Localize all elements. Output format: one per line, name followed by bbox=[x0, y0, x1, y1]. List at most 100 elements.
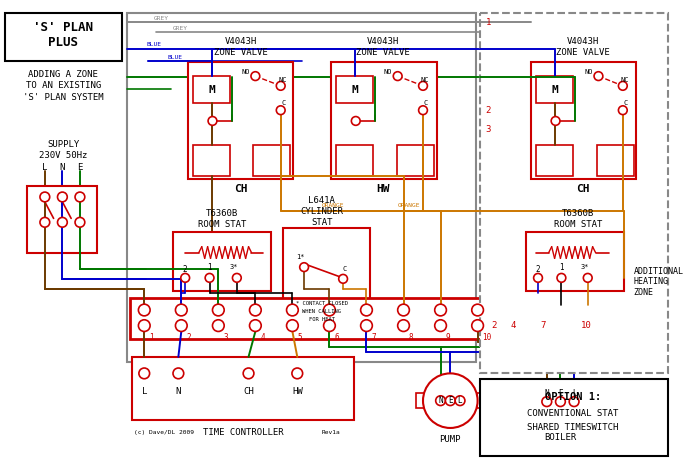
Text: 3: 3 bbox=[485, 125, 491, 134]
Text: 1: 1 bbox=[207, 263, 212, 271]
Text: 1: 1 bbox=[485, 18, 491, 27]
Text: GREY: GREY bbox=[153, 16, 168, 21]
Text: HEATING: HEATING bbox=[633, 277, 669, 286]
Text: 5: 5 bbox=[297, 333, 302, 342]
Bar bbox=[253, 145, 290, 176]
Text: ORANGE: ORANGE bbox=[322, 203, 344, 208]
Bar bbox=[130, 298, 485, 339]
Circle shape bbox=[208, 117, 217, 125]
Text: T6360B: T6360B bbox=[206, 209, 238, 218]
Circle shape bbox=[472, 320, 484, 331]
Circle shape bbox=[175, 320, 187, 331]
Text: 2: 2 bbox=[186, 333, 191, 342]
Circle shape bbox=[243, 368, 254, 379]
Circle shape bbox=[542, 397, 552, 407]
Circle shape bbox=[57, 192, 67, 202]
Bar bbox=[336, 76, 373, 103]
Circle shape bbox=[557, 273, 566, 282]
Circle shape bbox=[173, 368, 184, 379]
Text: PLUS: PLUS bbox=[48, 37, 79, 50]
Bar bbox=[477, 393, 484, 409]
Text: 'S' PLAN: 'S' PLAN bbox=[33, 21, 93, 34]
Text: BLUE: BLUE bbox=[168, 55, 183, 60]
Circle shape bbox=[205, 273, 214, 282]
Text: NC: NC bbox=[620, 77, 629, 83]
Bar bbox=[397, 145, 434, 176]
Text: 8: 8 bbox=[408, 333, 413, 342]
Text: ZONE VALVE: ZONE VALVE bbox=[356, 48, 410, 57]
Circle shape bbox=[40, 192, 50, 202]
Circle shape bbox=[139, 368, 150, 379]
Text: M: M bbox=[551, 85, 558, 95]
Circle shape bbox=[276, 106, 285, 115]
Circle shape bbox=[324, 320, 335, 331]
Text: E: E bbox=[448, 396, 453, 405]
Text: 'S' PLAN SYSTEM: 'S' PLAN SYSTEM bbox=[23, 93, 103, 102]
Text: 7: 7 bbox=[371, 333, 376, 342]
Circle shape bbox=[435, 320, 446, 331]
Circle shape bbox=[419, 81, 427, 90]
Text: BLUE: BLUE bbox=[146, 43, 161, 47]
Text: 9: 9 bbox=[446, 333, 450, 342]
Circle shape bbox=[351, 117, 360, 125]
Bar bbox=[127, 13, 475, 362]
Text: 4: 4 bbox=[511, 321, 516, 330]
Text: 2: 2 bbox=[535, 264, 540, 274]
Text: L: L bbox=[457, 396, 462, 405]
Bar bbox=[283, 228, 371, 336]
Text: V4043H: V4043H bbox=[225, 37, 257, 46]
Text: CYLINDER: CYLINDER bbox=[300, 207, 343, 216]
Circle shape bbox=[250, 320, 262, 331]
Text: 7: 7 bbox=[540, 321, 546, 330]
Circle shape bbox=[139, 320, 150, 331]
Text: WHEN CALLING: WHEN CALLING bbox=[302, 309, 341, 314]
Circle shape bbox=[276, 81, 285, 90]
Bar bbox=[416, 393, 424, 409]
Text: PUMP: PUMP bbox=[440, 435, 461, 444]
Bar bbox=[336, 145, 373, 176]
Bar bbox=[331, 62, 437, 179]
Text: 2: 2 bbox=[183, 264, 188, 274]
Bar bbox=[193, 76, 230, 103]
Text: SHARED TIMESWITCH: SHARED TIMESWITCH bbox=[527, 424, 619, 432]
Circle shape bbox=[533, 273, 542, 282]
Circle shape bbox=[446, 396, 455, 406]
Circle shape bbox=[618, 81, 627, 90]
Text: HW: HW bbox=[292, 388, 303, 396]
Circle shape bbox=[569, 397, 579, 407]
Text: 230V 50Hz: 230V 50Hz bbox=[39, 151, 88, 160]
Text: N: N bbox=[544, 389, 549, 398]
Text: N: N bbox=[438, 396, 443, 405]
Text: NO: NO bbox=[241, 69, 250, 75]
Circle shape bbox=[286, 320, 298, 331]
Bar bbox=[480, 13, 668, 373]
Text: (c) Dave/DL 2009: (c) Dave/DL 2009 bbox=[134, 431, 194, 435]
Circle shape bbox=[40, 218, 50, 227]
Text: E: E bbox=[77, 163, 83, 172]
Text: FOR HEAT: FOR HEAT bbox=[308, 317, 335, 322]
Text: 1*: 1* bbox=[296, 255, 304, 260]
Text: OPTION 1:: OPTION 1: bbox=[545, 392, 601, 402]
Circle shape bbox=[361, 304, 373, 316]
Text: BOILER: BOILER bbox=[544, 433, 577, 442]
Bar bbox=[132, 357, 354, 420]
Text: L: L bbox=[572, 389, 576, 398]
Circle shape bbox=[292, 368, 303, 379]
Text: GREY: GREY bbox=[172, 26, 188, 31]
Text: ZONE VALVE: ZONE VALVE bbox=[556, 48, 610, 57]
Text: ADDITIONAL: ADDITIONAL bbox=[633, 267, 684, 276]
Text: ROOM STAT: ROOM STAT bbox=[554, 220, 602, 229]
Text: 4: 4 bbox=[260, 333, 265, 342]
Circle shape bbox=[299, 263, 308, 271]
Text: TO AN EXISTING: TO AN EXISTING bbox=[26, 81, 101, 90]
Circle shape bbox=[455, 396, 465, 406]
Bar bbox=[524, 384, 598, 428]
Circle shape bbox=[393, 72, 402, 80]
Text: M: M bbox=[208, 85, 215, 95]
Text: CH: CH bbox=[234, 184, 248, 194]
Text: V4043H: V4043H bbox=[566, 37, 599, 46]
Text: ADDING A ZONE: ADDING A ZONE bbox=[28, 70, 98, 79]
Text: TIME CONTROLLER: TIME CONTROLLER bbox=[204, 428, 284, 437]
Circle shape bbox=[551, 117, 560, 125]
Text: Rev1a: Rev1a bbox=[322, 431, 341, 435]
